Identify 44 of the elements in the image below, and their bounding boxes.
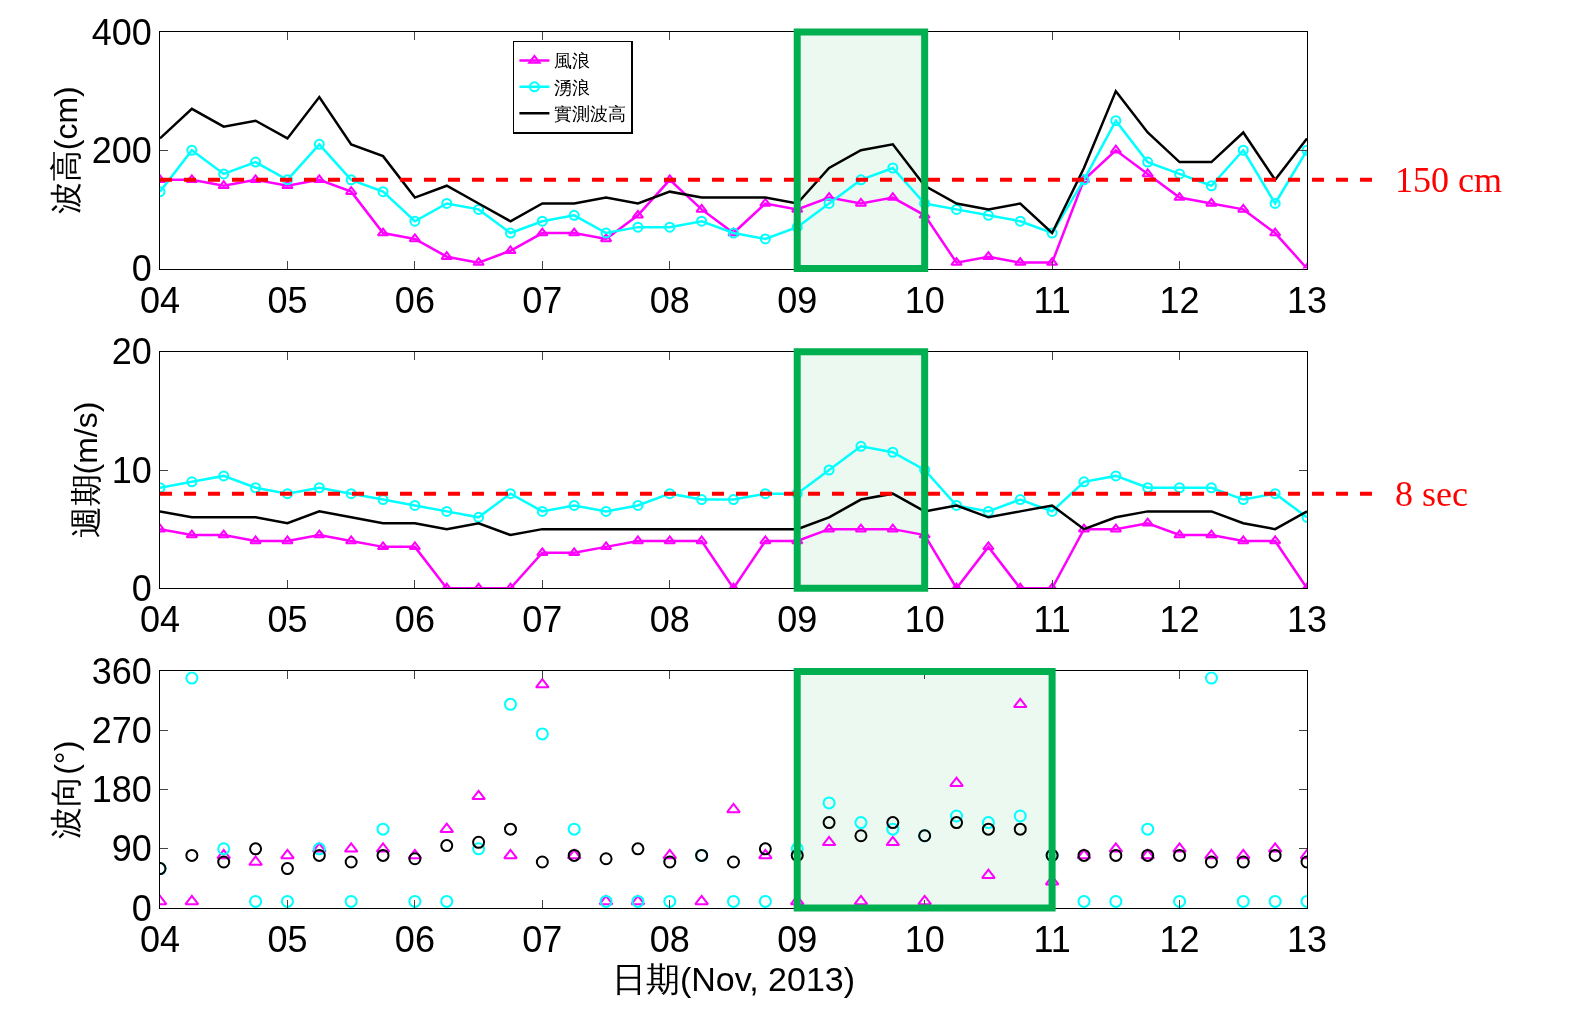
x-tick-label: 07 <box>522 599 563 641</box>
y-tick-label: 270 <box>91 710 152 752</box>
ref-line-label: 8 sec <box>1395 474 1468 514</box>
y-tick-label: 400 <box>91 11 152 53</box>
y-axis-title: 波高(cm) <box>48 86 85 215</box>
x-tick-label: 05 <box>267 279 308 321</box>
y-tick-label: 200 <box>91 129 152 171</box>
x-tick-label: 08 <box>649 919 690 961</box>
x-tick-label: 12 <box>1159 599 1200 641</box>
x-tick-label: 09 <box>777 919 818 961</box>
x-axis-title: 日期(Nov, 2013) <box>611 960 856 999</box>
x-tick-label: 06 <box>394 919 435 961</box>
x-tick-label: 11 <box>1033 599 1071 641</box>
x-tick-label: 10 <box>904 919 945 961</box>
x-tick-label: 05 <box>267 919 308 961</box>
x-tick-label: 11 <box>1033 919 1071 961</box>
legend-label: 風浪 <box>554 51 591 72</box>
x-tick-label: 05 <box>267 599 308 641</box>
x-tick-label: 13 <box>1286 279 1328 321</box>
x-tick-label: 09 <box>777 599 818 641</box>
x-tick-label: 09 <box>777 279 818 321</box>
x-tick-label: 13 <box>1286 919 1328 961</box>
y-tick-label: 20 <box>111 331 152 373</box>
y-axis-title: 週期(m/s) <box>68 401 105 539</box>
y-tick-label: 180 <box>91 769 152 811</box>
x-tick-label: 12 <box>1159 919 1200 961</box>
legend-label: 湧浪 <box>554 77 591 98</box>
y-tick-label: 90 <box>111 828 152 870</box>
x-tick-label: 11 <box>1033 279 1071 321</box>
ref-line-label: 150 cm <box>1395 160 1502 200</box>
y-tick-label: 10 <box>111 449 152 491</box>
x-tick-label: 08 <box>649 279 690 321</box>
x-tick-label: 13 <box>1286 599 1328 641</box>
x-tick-label: 07 <box>522 919 563 961</box>
x-tick-label: 10 <box>904 279 945 321</box>
x-tick-label: 08 <box>649 599 690 641</box>
y-tick-label: 360 <box>91 651 152 693</box>
x-tick-label: 07 <box>522 279 563 321</box>
legend-label: 實測波高 <box>554 104 627 125</box>
x-tick-label: 12 <box>1159 279 1200 321</box>
x-tick-label: 10 <box>904 599 945 641</box>
y-axis-title: 波向(°) <box>48 740 85 839</box>
x-tick-label: 06 <box>394 599 435 641</box>
x-tick-label: 06 <box>394 279 435 321</box>
